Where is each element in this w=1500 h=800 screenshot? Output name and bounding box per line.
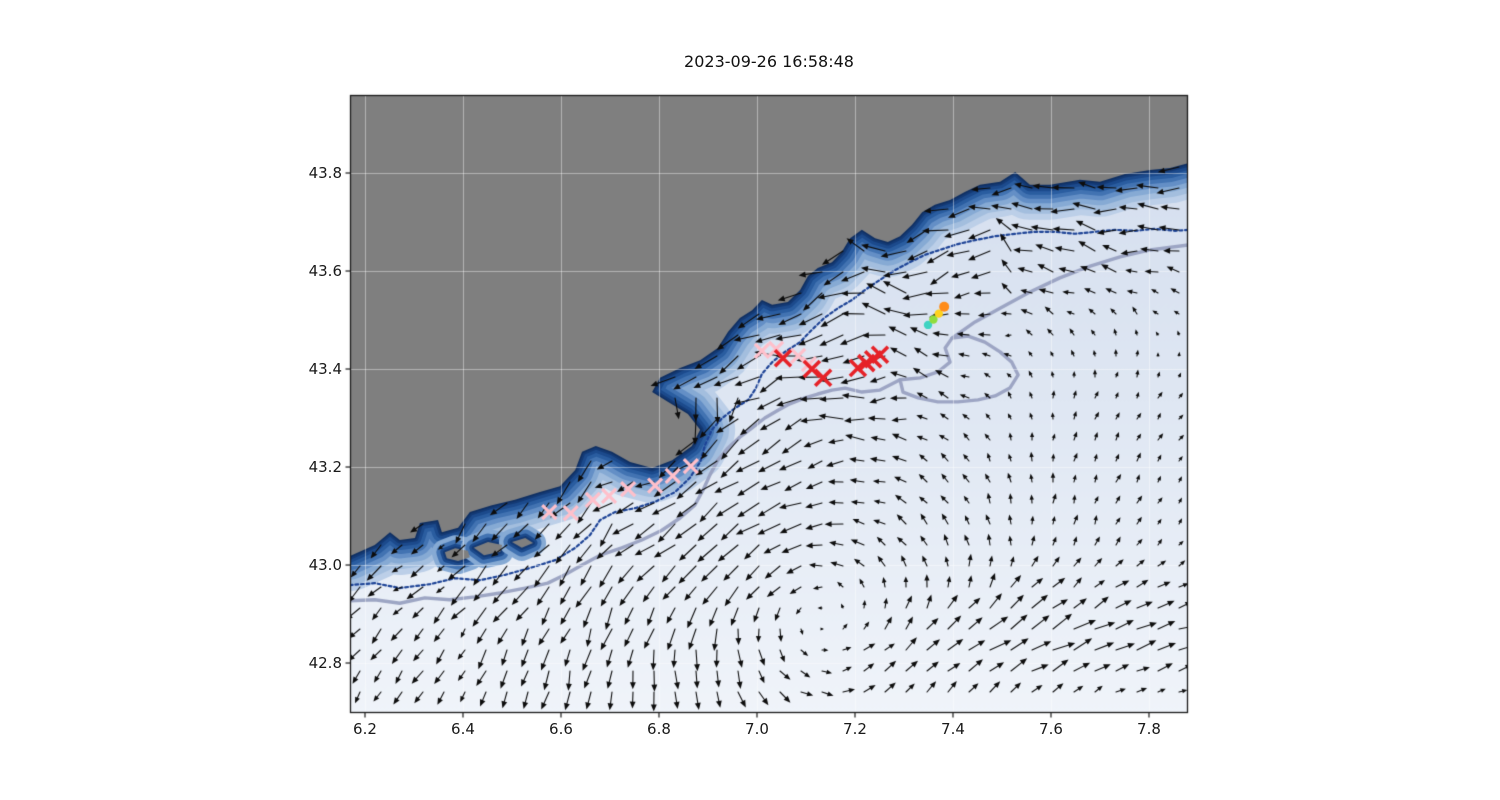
x-tick-label: 6.6 xyxy=(549,720,573,738)
y-tick-label: 43.6 xyxy=(308,262,342,280)
x-tick-label: 7.4 xyxy=(941,720,965,738)
y-tick-label: 43.0 xyxy=(308,556,342,575)
x-tick-label: 7.6 xyxy=(1039,720,1063,738)
y-tick-label: 43.4 xyxy=(308,360,342,378)
x-tick-label: 7.8 xyxy=(1137,720,1161,738)
x-tick-label: 7.0 xyxy=(745,720,769,738)
y-tick-label: 43.8 xyxy=(308,164,342,182)
plot-title: 2023-09-26 16:58:48 xyxy=(684,52,854,71)
y-tick-label: 43.2 xyxy=(308,458,342,476)
x-tick-label: 7.2 xyxy=(843,720,867,738)
y-tick-label: 42.8 xyxy=(308,654,342,673)
x-tick-label: 6.8 xyxy=(647,720,671,738)
x-tick-label: 6.2 xyxy=(353,720,377,738)
x-tick-label: 6.4 xyxy=(451,720,475,738)
